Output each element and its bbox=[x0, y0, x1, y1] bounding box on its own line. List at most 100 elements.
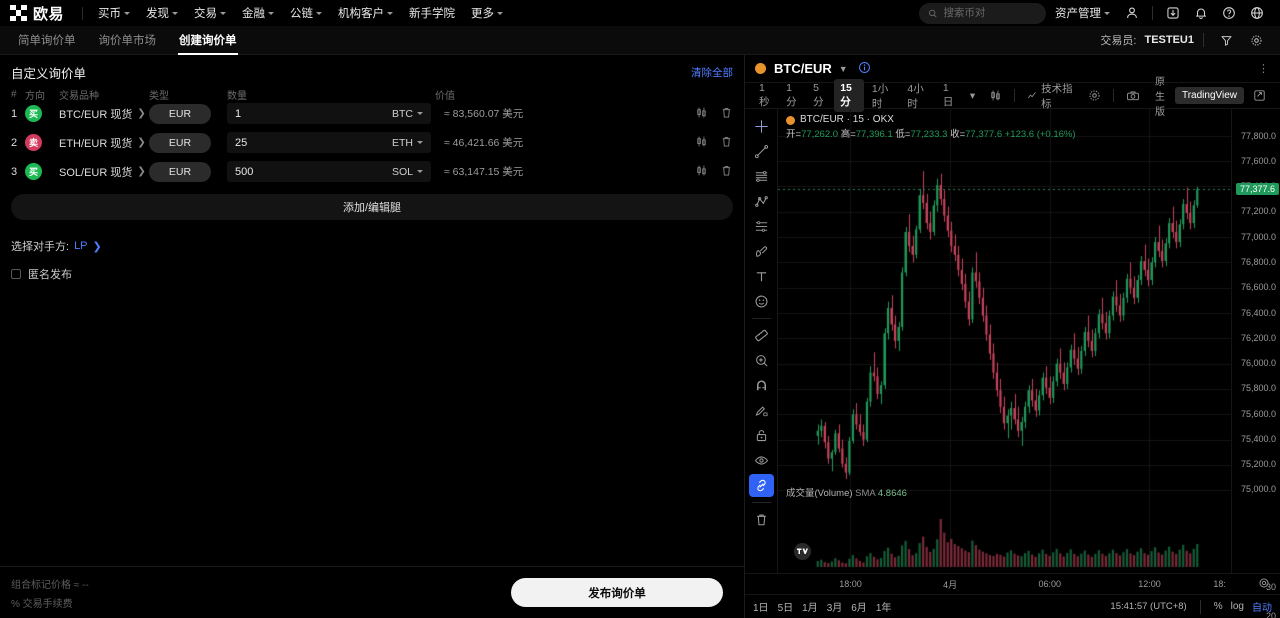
type-pill[interactable]: EUR bbox=[149, 132, 211, 153]
visibility-tool-icon[interactable] bbox=[749, 449, 774, 472]
search-box[interactable] bbox=[919, 2, 1046, 24]
info-icon[interactable] bbox=[858, 61, 871, 77]
quantity-input[interactable] bbox=[235, 136, 392, 149]
range-6m[interactable]: 6月 bbox=[851, 603, 867, 614]
tab-simple-rfq[interactable]: 简单询价单 bbox=[18, 35, 76, 47]
row-side[interactable]: 买 bbox=[25, 105, 59, 122]
nav-item-trade[interactable]: 交易 bbox=[187, 1, 233, 25]
timeframe-4h[interactable]: 4小时 bbox=[907, 82, 924, 110]
tab-create-rfq[interactable]: 创建询价单 bbox=[172, 26, 244, 55]
horizontal-lines-tool-icon[interactable] bbox=[749, 165, 774, 188]
delete-row-button[interactable] bbox=[720, 164, 733, 180]
sync-link-tool-icon[interactable] bbox=[748, 474, 774, 497]
notifications-button[interactable] bbox=[1188, 1, 1214, 25]
range-1m[interactable]: 1月 bbox=[802, 603, 818, 614]
candlestick-canvas[interactable] bbox=[778, 109, 1231, 573]
chevron-down-icon[interactable]: ▼ bbox=[838, 63, 848, 74]
currency-selector[interactable]: ETH bbox=[392, 137, 423, 149]
timeframe-more-chevron-down-icon[interactable]: ▾ bbox=[969, 89, 976, 102]
row-side[interactable]: 买 bbox=[25, 163, 59, 180]
row-side[interactable]: 卖 bbox=[25, 134, 59, 151]
nav-item-more[interactable]: 更多 bbox=[464, 1, 510, 25]
brush-tool-icon[interactable] bbox=[749, 240, 774, 263]
delete-row-button[interactable] bbox=[720, 135, 733, 151]
publish-rfq-button[interactable]: 发布询价单 bbox=[511, 578, 723, 607]
text-tool-icon[interactable] bbox=[749, 265, 774, 288]
timeframe-5m[interactable]: 5分 bbox=[813, 82, 824, 108]
nav-item-buy-crypto[interactable]: 买币 bbox=[91, 1, 137, 25]
tab-rfq-market[interactable]: 询价单市场 bbox=[98, 35, 157, 47]
nav-item-institutional[interactable]: 机构客户 bbox=[331, 1, 400, 25]
crosshair-tool-icon[interactable] bbox=[749, 115, 774, 138]
side-badge-buy[interactable]: 买 bbox=[25, 163, 42, 180]
trend-line-tool-icon[interactable] bbox=[749, 140, 774, 163]
lock-tool-icon[interactable] bbox=[749, 424, 774, 447]
chart-settings-button[interactable] bbox=[1082, 89, 1107, 102]
candles-icon[interactable] bbox=[695, 106, 708, 122]
delete-drawings-tool-icon[interactable] bbox=[749, 508, 774, 531]
quantity-field[interactable]: SOL bbox=[227, 161, 431, 182]
fullscreen-button[interactable] bbox=[1247, 89, 1272, 102]
search-input[interactable] bbox=[943, 7, 1037, 19]
axis-settings-icon[interactable] bbox=[1258, 577, 1270, 592]
candles-icon[interactable] bbox=[695, 135, 708, 151]
time-axis[interactable]: 18:00 4月 06:00 12:00 18: bbox=[745, 573, 1280, 594]
range-3m[interactable]: 3月 bbox=[826, 603, 843, 614]
candles-icon[interactable] bbox=[695, 164, 708, 180]
download-app-button[interactable] bbox=[1160, 1, 1186, 25]
type-pill[interactable]: EUR bbox=[149, 161, 211, 182]
price-axis[interactable]: 77,800.077,600.077,400.077,200.077,000.0… bbox=[1231, 109, 1280, 618]
nav-item-finance[interactable]: 金融 bbox=[235, 1, 281, 25]
timeframe-1d[interactable]: 1日 bbox=[942, 82, 954, 108]
timeframe-1s[interactable]: 1秒 bbox=[759, 82, 770, 108]
auto-scale-button[interactable]: 自动 bbox=[1252, 603, 1272, 614]
chart-menu-button[interactable]: ⋮ bbox=[1258, 63, 1270, 75]
side-badge-sell[interactable]: 卖 bbox=[25, 134, 42, 151]
quantity-field[interactable]: BTC bbox=[227, 103, 431, 124]
filter-button[interactable] bbox=[1213, 28, 1239, 52]
timeframe-1m[interactable]: 1分 bbox=[786, 82, 797, 108]
user-account-button[interactable] bbox=[1119, 1, 1145, 25]
assets-management-menu[interactable]: 资产管理 bbox=[1048, 1, 1117, 25]
indicators-button[interactable]: 技术指标 bbox=[1021, 81, 1080, 111]
anonymous-checkbox[interactable] bbox=[11, 269, 21, 279]
currency-selector[interactable]: SOL bbox=[392, 166, 423, 178]
language-button[interactable] bbox=[1244, 1, 1270, 25]
chart-type-button[interactable] bbox=[983, 89, 1008, 102]
instrument-selector[interactable]: BTC/EUR 现货 ❯ bbox=[59, 106, 149, 122]
quantity-field[interactable]: ETH bbox=[227, 132, 431, 153]
price-chart-plot[interactable]: BTC/EUR · 15 · OKX 开=77,262.0 高=77,396.1… bbox=[778, 109, 1231, 573]
instrument-selector[interactable]: ETH/EUR 现货 ❯ bbox=[59, 135, 149, 151]
percent-scale-button[interactable]: % bbox=[1213, 601, 1223, 612]
type-pill[interactable]: EUR bbox=[149, 103, 211, 124]
chevron-right-icon[interactable]: ❯ bbox=[92, 240, 102, 253]
help-button[interactable] bbox=[1216, 1, 1242, 25]
range-1y[interactable]: 1年 bbox=[875, 603, 892, 614]
currency-selector[interactable]: BTC bbox=[392, 108, 423, 120]
snapshot-button[interactable] bbox=[1120, 89, 1146, 102]
emoji-tool-icon[interactable] bbox=[749, 290, 774, 313]
settings-button[interactable] bbox=[1243, 28, 1269, 52]
delete-row-button[interactable] bbox=[720, 106, 733, 122]
quantity-input[interactable] bbox=[235, 165, 392, 178]
nav-item-discover[interactable]: 发现 bbox=[139, 1, 185, 25]
add-edit-leg-button[interactable]: 添加/编辑腿 bbox=[11, 194, 733, 220]
timeframe-15m[interactable]: 15分 bbox=[834, 79, 864, 112]
view-tradingview-button[interactable]: TradingView bbox=[1174, 87, 1244, 104]
zoom-tool-icon[interactable] bbox=[749, 349, 774, 372]
magnet-tool-icon[interactable] bbox=[749, 374, 774, 397]
ruler-tool-icon[interactable] bbox=[749, 324, 774, 347]
quantity-input[interactable] bbox=[235, 107, 392, 120]
edit-lock-tool-icon[interactable] bbox=[749, 399, 774, 422]
clear-all-button[interactable]: 清除全部 bbox=[691, 66, 733, 79]
anonymous-publish-row[interactable]: 匿名发布 bbox=[0, 254, 744, 282]
nav-item-chain[interactable]: 公链 bbox=[283, 1, 329, 25]
fibonacci-tool-icon[interactable] bbox=[749, 215, 774, 238]
instrument-selector[interactable]: SOL/EUR 现货 ❯ bbox=[59, 164, 149, 180]
side-badge-buy[interactable]: 买 bbox=[25, 105, 42, 122]
range-1d[interactable]: 1日 bbox=[753, 603, 769, 614]
log-scale-button[interactable]: log bbox=[1230, 601, 1244, 612]
nav-item-academy[interactable]: 新手学院 bbox=[402, 1, 462, 25]
pitchfork-tool-icon[interactable] bbox=[749, 190, 774, 213]
brand-logo[interactable]: 欧易 bbox=[10, 3, 64, 24]
